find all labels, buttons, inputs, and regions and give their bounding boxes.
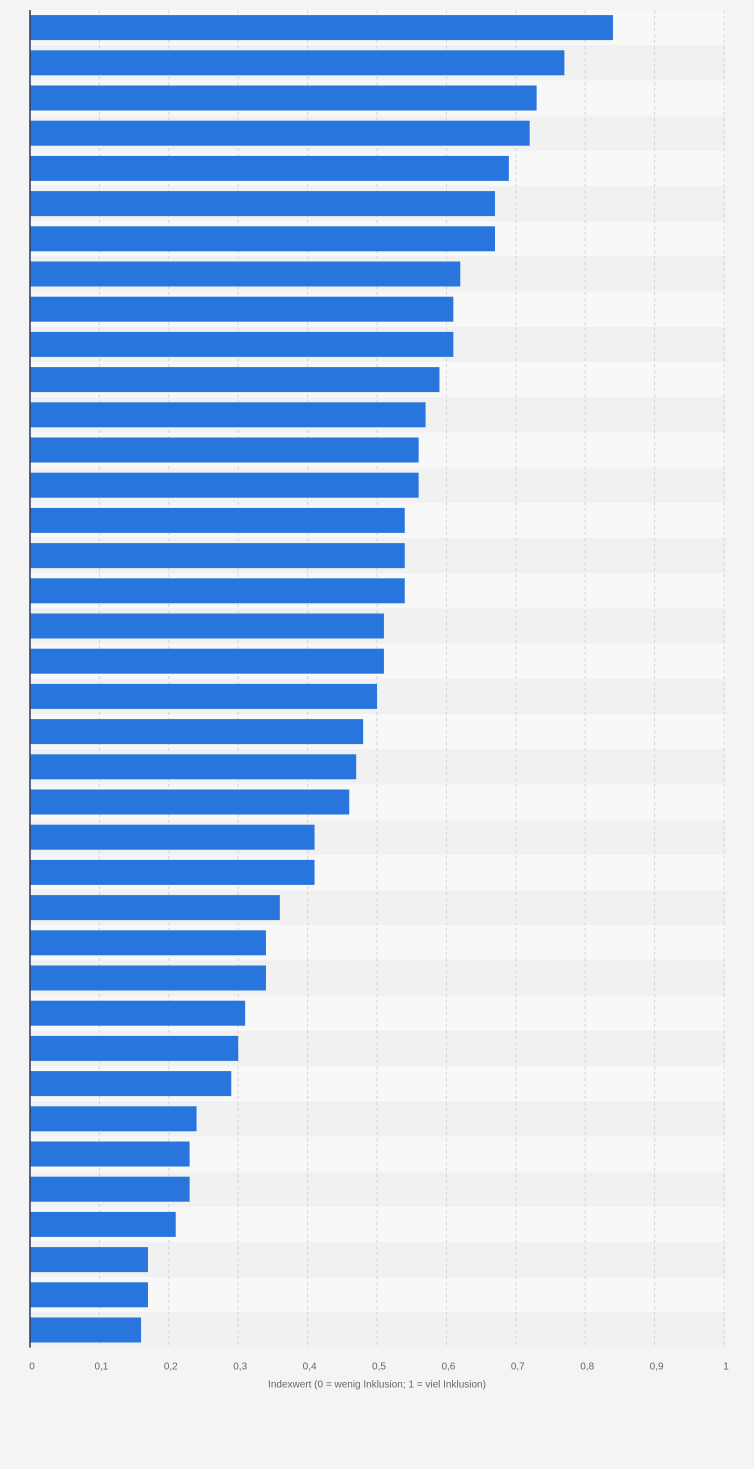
bar: [30, 1141, 190, 1167]
bar: [30, 226, 495, 252]
x-tick-label: 0,4: [303, 1362, 317, 1373]
x-tick-label: 0,5: [372, 1362, 386, 1373]
bar: [30, 648, 384, 674]
bar: [30, 578, 405, 604]
x-axis-ticks: 0 0,1 0,2 0,3 0,4 0,5 0,6 0,7 0,8 0,9 1: [29, 1362, 729, 1373]
bar: [30, 543, 405, 569]
bar: [30, 613, 384, 639]
x-tick-label: 1: [723, 1362, 729, 1373]
x-tick-label: 0,1: [94, 1362, 108, 1373]
bar: [30, 965, 266, 991]
x-tick-label: 0,2: [164, 1362, 178, 1373]
bar: [30, 1000, 246, 1026]
bar: [30, 1247, 148, 1273]
bar: [30, 1282, 148, 1308]
bar: [30, 191, 495, 217]
bar: [30, 85, 537, 111]
x-axis-title: Indexwert (0 = wenig Inklusion; 1 = viel…: [268, 1380, 486, 1391]
bar: [30, 754, 357, 780]
bar: [30, 331, 454, 357]
bar: [30, 120, 530, 146]
bar: [30, 1211, 176, 1237]
bar: [30, 1317, 142, 1343]
bar: [30, 437, 419, 463]
bar: [30, 1035, 239, 1061]
x-tick-label: 0: [29, 1362, 35, 1373]
x-tick-label: 0,9: [650, 1362, 664, 1373]
bar: [30, 859, 315, 885]
bar: [30, 155, 509, 181]
bar: [30, 367, 440, 393]
bar: [30, 15, 613, 41]
bar: [30, 296, 454, 322]
bar: [30, 402, 426, 428]
bar: [30, 1176, 190, 1202]
bar: [30, 895, 280, 921]
bar: [30, 472, 419, 498]
gridlines: [98, 10, 725, 1348]
bar: [30, 789, 350, 815]
bar: [30, 1071, 232, 1097]
bar: [30, 683, 377, 709]
bar: [30, 1106, 197, 1132]
bars: [30, 15, 613, 1343]
bar: [30, 719, 364, 745]
bar: [30, 507, 405, 533]
x-tick-label: 0,6: [441, 1362, 455, 1373]
row-band: [30, 1312, 726, 1348]
x-tick-label: 0,8: [580, 1362, 594, 1373]
bar: [30, 824, 315, 850]
x-tick-label: 0,3: [233, 1362, 247, 1373]
bar: [30, 50, 565, 76]
x-tick-label: 0,7: [511, 1362, 525, 1373]
bar: [30, 261, 461, 287]
bar: [30, 930, 266, 956]
